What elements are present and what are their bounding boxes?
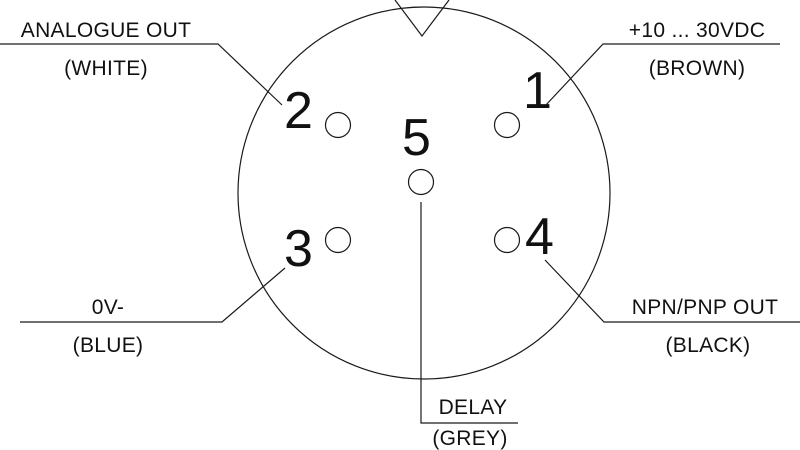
pin-5-hole bbox=[407, 168, 435, 196]
pin-2-leader bbox=[0, 43, 283, 106]
pin-4-number: 4 bbox=[525, 208, 554, 266]
pin-1-leader bbox=[544, 43, 780, 107]
pin-5-number: 5 bbox=[402, 109, 431, 167]
pin-1-wire-color-label: (BROWN) bbox=[649, 57, 746, 80]
pin-4-signal-label: NPN/PNP OUT bbox=[632, 296, 778, 319]
connector-key-notch bbox=[394, 0, 450, 37]
pin-4-hole bbox=[493, 226, 521, 254]
pin-3-hole bbox=[324, 226, 352, 254]
pin-1-signal-label: +10 ... 30VDC bbox=[629, 19, 765, 42]
pin-3-signal-label: 0V- bbox=[92, 296, 124, 319]
pin-2-hole bbox=[324, 111, 352, 139]
pin-3-leader bbox=[20, 267, 286, 323]
pin-4-leader bbox=[544, 259, 800, 323]
pin-5-wire-color-label: (GREY) bbox=[432, 427, 507, 450]
pin-3-number: 3 bbox=[284, 220, 313, 278]
pin-1-hole bbox=[493, 111, 521, 139]
pin-3-wire-color-label: (BLUE) bbox=[73, 334, 144, 357]
pin-2-signal-label: ANALOGUE OUT bbox=[21, 19, 191, 42]
pin-4-wire-color-label: (BLACK) bbox=[666, 334, 751, 357]
pin-5-leader bbox=[420, 202, 518, 424]
pin-5-signal-label: DELAY bbox=[439, 396, 508, 419]
connector-outline bbox=[237, 6, 611, 380]
pin-1-number: 1 bbox=[523, 62, 552, 120]
pin-2-number: 2 bbox=[284, 82, 313, 140]
pin-2-wire-color-label: (WHITE) bbox=[64, 57, 148, 80]
